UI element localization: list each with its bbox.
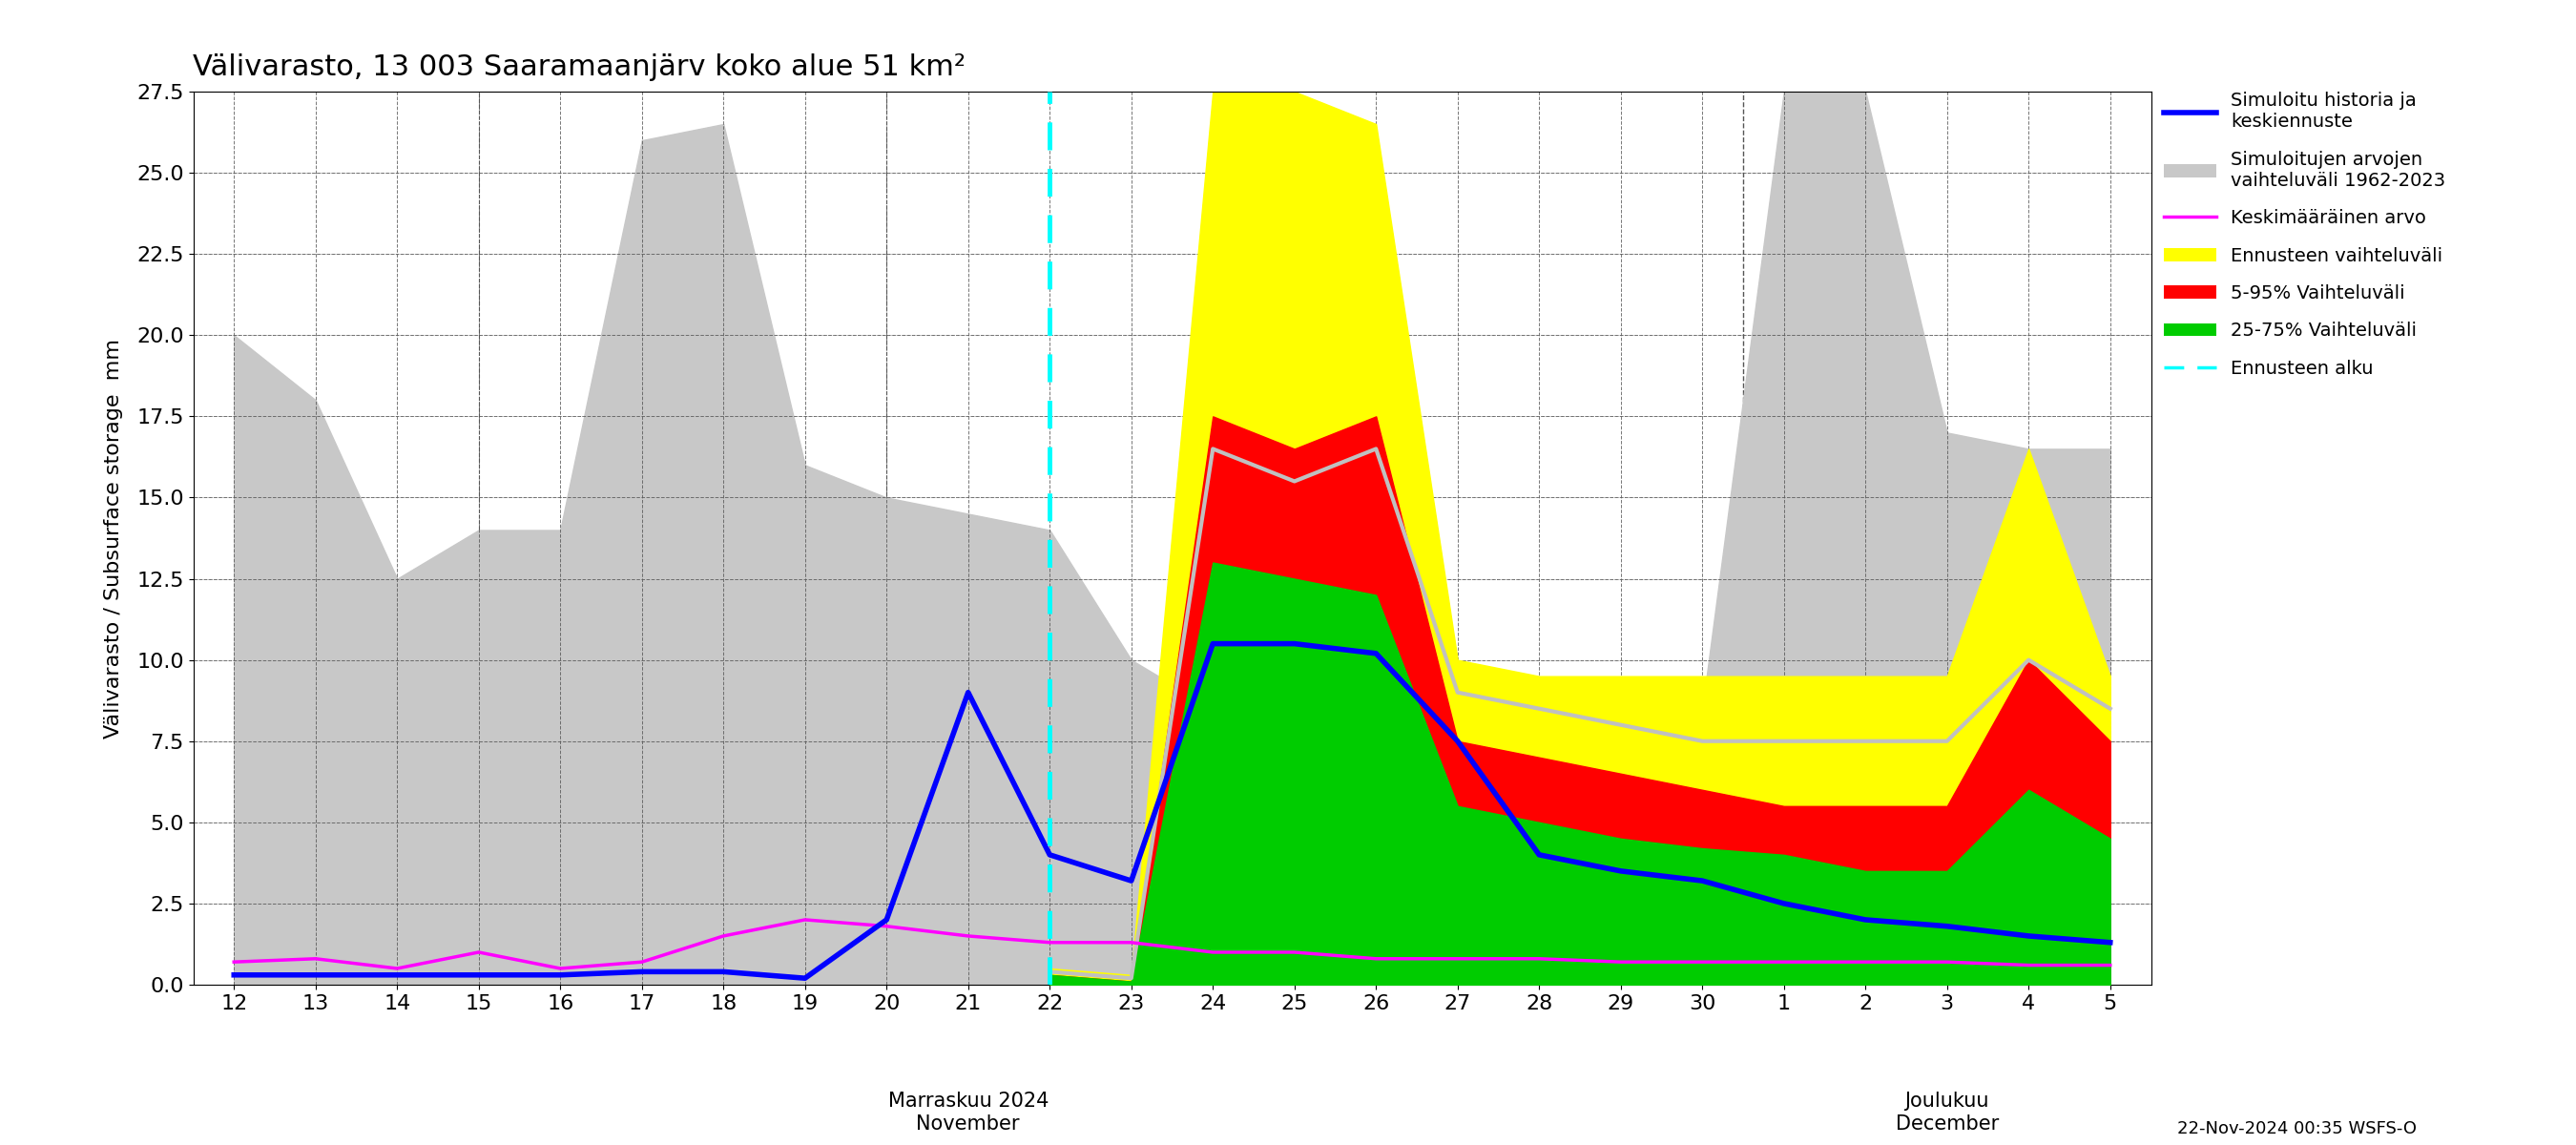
- Text: Joulukuu
December: Joulukuu December: [1896, 1092, 1999, 1134]
- Legend: Simuloitu historia ja
keskiennuste, Simuloitujen arvojen
vaihteluväli 1962-2023,: Simuloitu historia ja keskiennuste, Simu…: [2164, 92, 2445, 378]
- Y-axis label: Välivarasto / Subsurface storage  mm: Välivarasto / Subsurface storage mm: [103, 338, 124, 739]
- Text: Marraskuu 2024
November: Marraskuu 2024 November: [889, 1092, 1048, 1134]
- Text: 22-Nov-2024 00:35 WSFS-O: 22-Nov-2024 00:35 WSFS-O: [2177, 1120, 2416, 1137]
- Text: Välivarasto, 13 003 Saaramaanjärv koko alue 51 km²: Välivarasto, 13 003 Saaramaanjärv koko a…: [193, 54, 966, 81]
